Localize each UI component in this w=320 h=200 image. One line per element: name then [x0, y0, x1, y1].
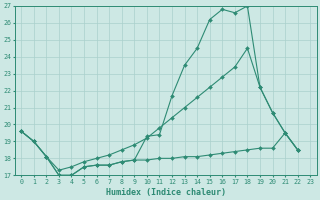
X-axis label: Humidex (Indice chaleur): Humidex (Indice chaleur)	[106, 188, 226, 197]
